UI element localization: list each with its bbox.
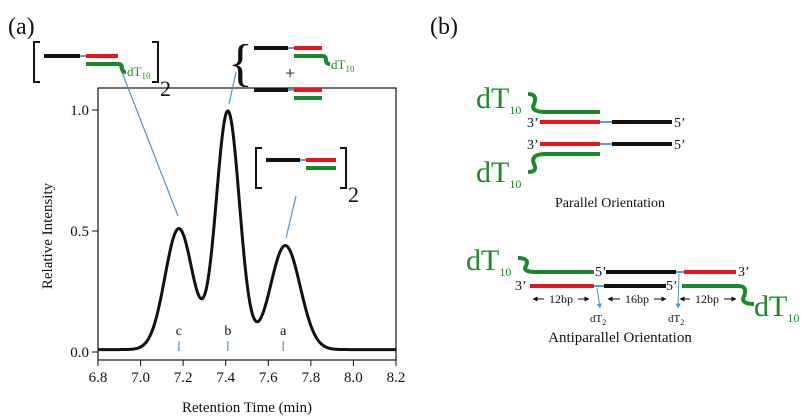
x-axis-label: Retention Time (min) — [182, 400, 312, 416]
dT-label: dT10 — [127, 64, 151, 81]
peak-marker-label-b: b — [224, 324, 231, 339]
panel-label-b: (b) — [430, 14, 458, 40]
peak-marker-label-c: c — [176, 324, 182, 339]
y-axis-label: Relative Intensity — [40, 182, 56, 289]
x-tick-label: 7.2 — [174, 370, 193, 386]
y-tick-label: 0.0 — [70, 345, 89, 361]
parallel-diagram: dT10 3’ 5’ 3’ 5’ dT10 Parallel Orientati… — [476, 82, 686, 211]
antiparallel-caption: Antiparallel Orientation — [548, 330, 692, 346]
length-left: 12bp — [549, 292, 573, 306]
annotation-mixture-top: { dT10 + — [228, 35, 355, 100]
chromatogram-chart: 6.8 7.0 7.2 7.4 7.6 7.8 8.0 8.2 0.0 0.5 1.0 c b a R… — [40, 87, 406, 416]
x-tick-label: 6.8 — [89, 370, 108, 386]
x-tick-label: 7.0 — [131, 370, 150, 386]
length-mid: 16bp — [625, 292, 649, 306]
y-tick-label: 0.5 — [70, 224, 89, 240]
annotation-dimer-left: dT10 2 — [33, 41, 171, 101]
leader-line-a — [285, 195, 297, 239]
dT10-bottom-parallel: dT10 — [476, 156, 521, 191]
x-tick-label: 8.2 — [387, 370, 406, 386]
dT2-right: dT2 — [668, 313, 684, 327]
annotation-dimer-right: 2 — [255, 147, 359, 207]
prime-5-mid-bottom: 5’ — [666, 279, 678, 294]
dT-label-top: dT10 — [331, 57, 355, 74]
y-ticks: 0.0 0.5 1.0 — [70, 103, 98, 361]
y-tick-label: 1.0 — [70, 103, 89, 119]
prime-5-mid: 5’ — [595, 265, 607, 280]
prime-3-left: 3’ — [515, 279, 527, 294]
peak-marker-label-a: a — [280, 324, 287, 339]
prime-3-top: 3’ — [527, 116, 539, 131]
antiparallel-diagram: dT10 5’ 3’ 3’ 5’ dT10 12bp 16bp 12bp dT2… — [466, 244, 799, 346]
prime-3-right: 3’ — [738, 265, 750, 280]
dT10-right-antiparallel: dT10 — [754, 290, 799, 325]
length-right: 12bp — [695, 292, 719, 306]
plot-frame — [97, 87, 397, 361]
x-tick-label: 7.4 — [216, 370, 235, 386]
plus-sign: + — [285, 63, 295, 83]
curly-brace: { — [228, 35, 253, 92]
dT10-top-parallel: dT10 — [476, 82, 521, 117]
parallel-caption: Parallel Orientation — [555, 196, 665, 211]
x-tick-label: 8.0 — [344, 370, 363, 386]
prime-5-top: 5’ — [674, 116, 686, 131]
prime-5-bottom: 5’ — [674, 138, 686, 153]
dT10-left-antiparallel: dT10 — [466, 244, 511, 279]
prime-3-bottom: 3’ — [527, 138, 539, 153]
leader-line-c — [117, 61, 179, 217]
panel-label-a: (a) — [8, 14, 35, 40]
subscript-2-right: 2 — [348, 182, 359, 207]
chromatogram-curve — [98, 109, 396, 352]
x-tick-label: 7.6 — [259, 370, 278, 386]
leader-line-b — [228, 71, 237, 105]
x-tick-label: 7.8 — [301, 370, 320, 386]
x-ticks: 6.8 7.0 7.2 7.4 7.6 7.8 8.0 8.2 — [89, 360, 406, 386]
dT2-left: dT2 — [590, 313, 606, 327]
subscript-2-left: 2 — [160, 76, 171, 101]
